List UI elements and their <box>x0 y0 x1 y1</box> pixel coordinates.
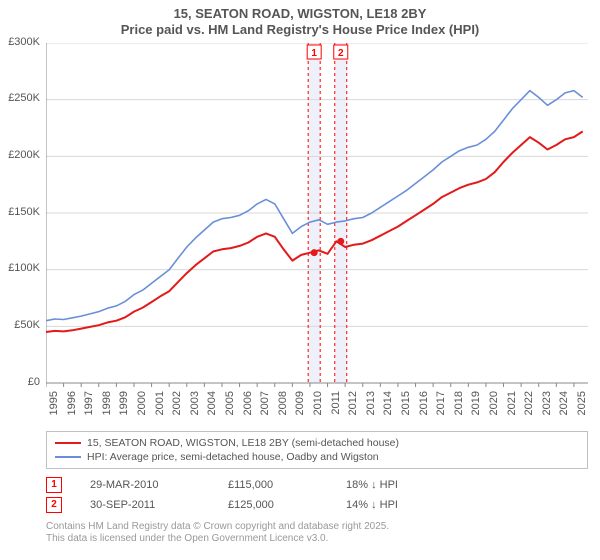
x-axis-label: 2020 <box>488 391 500 421</box>
x-axis-label: 2025 <box>576 391 588 421</box>
title-line-1: 15, SEATON ROAD, WIGSTON, LE18 2BY <box>0 6 600 22</box>
x-axis-label: 2012 <box>347 391 359 421</box>
sales-table: 1 29-MAR-2010 £115,000 18% ↓ HPI 2 30-SE… <box>46 475 588 515</box>
svg-text:1: 1 <box>311 48 317 59</box>
x-axis-label: 2021 <box>506 391 518 421</box>
sale-date: 29-MAR-2010 <box>90 479 200 491</box>
legend-label: 15, SEATON ROAD, WIGSTON, LE18 2BY (semi… <box>87 436 399 450</box>
legend-label: HPI: Average price, semi-detached house,… <box>87 450 379 464</box>
legend-item: 15, SEATON ROAD, WIGSTON, LE18 2BY (semi… <box>55 436 579 450</box>
sale-hpi-delta: 14% ↓ HPI <box>346 499 436 511</box>
x-axis-label: 2003 <box>189 391 201 421</box>
sale-price: £125,000 <box>228 499 318 511</box>
x-axis-label: 2010 <box>312 391 324 421</box>
legend-swatch <box>55 456 81 458</box>
x-axis-label: 2024 <box>558 391 570 421</box>
chart-container: 15, SEATON ROAD, WIGSTON, LE18 2BY Price… <box>0 0 600 560</box>
footer-line-2: This data is licensed under the Open Gov… <box>46 533 588 546</box>
sale-date: 30-SEP-2011 <box>90 499 200 511</box>
title-line-2: Price paid vs. HM Land Registry's House … <box>0 22 600 38</box>
chart-area: £0£50K£100K£150K£200K£250K£300K 12 19951… <box>46 43 588 425</box>
sale-marker-number: 1 <box>51 479 57 490</box>
x-axis-label: 2015 <box>400 391 412 421</box>
x-axis-label: 2017 <box>435 391 447 421</box>
x-axis-label: 2011 <box>330 391 342 421</box>
x-axis-label: 2018 <box>453 391 465 421</box>
chart-svg: 12 <box>46 43 588 425</box>
svg-text:2: 2 <box>338 48 344 59</box>
y-axis-label: £200K <box>0 149 40 161</box>
x-axis-label: 1998 <box>101 391 113 421</box>
legend: 15, SEATON ROAD, WIGSTON, LE18 2BY (semi… <box>46 431 588 469</box>
y-axis-label: £250K <box>0 92 40 104</box>
chart-title-block: 15, SEATON ROAD, WIGSTON, LE18 2BY Price… <box>0 0 600 41</box>
x-axis-label: 2002 <box>171 391 183 421</box>
x-axis-label: 2023 <box>541 391 553 421</box>
x-axis-label: 1999 <box>118 391 130 421</box>
x-axis-label: 1997 <box>83 391 95 421</box>
x-axis-label: 1996 <box>66 391 78 421</box>
footer-note: Contains HM Land Registry data © Crown c… <box>46 521 588 546</box>
legend-swatch <box>55 442 81 444</box>
x-axis-label: 2007 <box>259 391 271 421</box>
footer-line-1: Contains HM Land Registry data © Crown c… <box>46 521 588 534</box>
y-axis-label: £50K <box>0 319 40 331</box>
table-row: 1 29-MAR-2010 £115,000 18% ↓ HPI <box>46 475 588 495</box>
y-axis-label: £100K <box>0 262 40 274</box>
y-axis-label: £300K <box>0 36 40 48</box>
x-axis-label: 2008 <box>277 391 289 421</box>
x-axis-label: 2019 <box>470 391 482 421</box>
table-row: 2 30-SEP-2011 £125,000 14% ↓ HPI <box>46 495 588 515</box>
x-axis-label: 2022 <box>523 391 535 421</box>
x-axis-label: 2009 <box>294 391 306 421</box>
x-axis-label: 2000 <box>136 391 148 421</box>
x-axis-label: 1995 <box>48 391 60 421</box>
sale-price: £115,000 <box>228 479 318 491</box>
sale-marker-badge: 1 <box>46 477 62 493</box>
sale-hpi-delta: 18% ↓ HPI <box>346 479 436 491</box>
x-axis-label: 2013 <box>365 391 377 421</box>
sale-marker-number: 2 <box>51 499 57 510</box>
x-axis-label: 2016 <box>418 391 430 421</box>
legend-item: HPI: Average price, semi-detached house,… <box>55 450 579 464</box>
y-axis-label: £0 <box>0 376 40 388</box>
x-axis-label: 2006 <box>242 391 254 421</box>
x-axis-label: 2014 <box>382 391 394 421</box>
sale-marker-badge: 2 <box>46 497 62 513</box>
x-axis-label: 2001 <box>154 391 166 421</box>
x-axis-label: 2005 <box>224 391 236 421</box>
x-axis-label: 2004 <box>206 391 218 421</box>
y-axis-label: £150K <box>0 206 40 218</box>
